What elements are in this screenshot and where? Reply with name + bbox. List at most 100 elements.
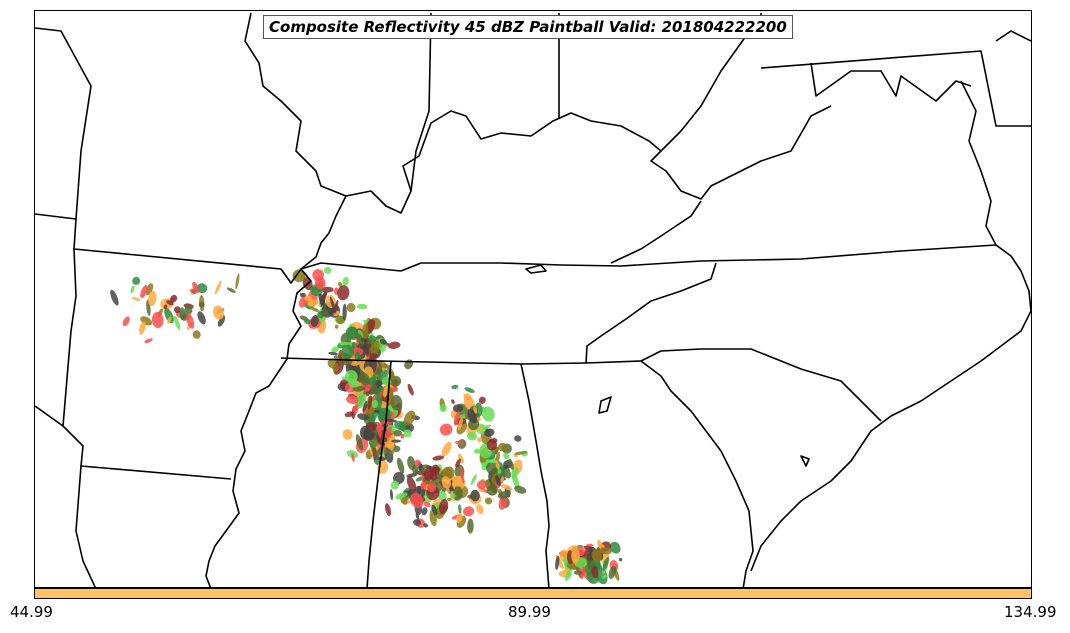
paintball-blob — [508, 458, 514, 470]
paintball-blob — [351, 452, 355, 462]
colorbar — [34, 588, 1032, 599]
paintball-blob — [452, 486, 463, 501]
boundary-line — [75, 465, 96, 587]
paintball-blob — [565, 569, 572, 581]
colorbar-tick-label: 89.99 — [508, 603, 551, 621]
paintball-blob — [304, 296, 312, 302]
paintball-blob — [217, 315, 226, 327]
paintball-blob — [164, 307, 174, 324]
paintball-blob — [474, 448, 481, 454]
paintball-blob — [514, 485, 527, 494]
paintball-blob — [415, 512, 420, 520]
paintball-blob — [110, 289, 119, 306]
paintball-blob — [514, 435, 522, 442]
paintball-blob — [341, 344, 354, 359]
paintball-blob — [383, 446, 387, 454]
ohio-river — [345, 105, 832, 214]
paintball-blob — [213, 305, 224, 320]
paintball-blob — [378, 407, 392, 421]
paintball-blob — [314, 276, 326, 290]
paintball-blob — [454, 440, 465, 445]
paintball-blob — [189, 288, 201, 294]
paintball-blob — [476, 504, 484, 514]
paintball-blob — [498, 495, 508, 510]
paintball-blob — [410, 492, 424, 509]
paintball-blob — [352, 406, 358, 414]
lake — [525, 264, 547, 274]
paintball-blob — [356, 303, 368, 310]
paintball-blob — [486, 484, 498, 496]
paintball-blob — [441, 441, 452, 457]
paintball-blob — [132, 276, 141, 285]
paintball-blob — [173, 306, 181, 314]
paintball-blob — [198, 301, 205, 308]
paintball-blob — [387, 341, 401, 349]
paintball-blob — [377, 369, 384, 383]
paintball-blob — [486, 439, 498, 451]
map-title: Composite Reflectivity 45 dBZ Paintball … — [263, 15, 793, 39]
paintball-blob — [609, 541, 621, 554]
paintball-blob — [456, 512, 463, 523]
paintball-blob — [364, 345, 369, 356]
paintball-blob — [591, 565, 599, 579]
paintball-blob — [403, 410, 416, 426]
paintball-blob — [403, 429, 412, 438]
paintball-blob — [328, 351, 338, 356]
paintball-blob — [336, 315, 345, 325]
paintball-blob — [475, 402, 483, 416]
map-canvas — [35, 12, 1031, 587]
paintball-blob — [163, 304, 168, 309]
paintball-blob — [385, 418, 398, 423]
paintball-blob — [514, 451, 528, 455]
paintball-blob — [321, 286, 334, 293]
paintball-blob — [447, 497, 452, 502]
paintball-blob — [139, 321, 146, 335]
paintball-blob — [457, 417, 463, 431]
paintball-blob — [414, 459, 421, 467]
boundary-line — [995, 30, 1031, 42]
paintball-blob — [439, 404, 447, 413]
paintball-blob — [310, 314, 319, 328]
boundary-line — [640, 348, 882, 422]
paintball-blob — [466, 432, 478, 441]
paintball-blob — [395, 492, 408, 500]
paintball-blob — [131, 296, 141, 301]
paintball-blob — [235, 273, 240, 290]
paintball-blob — [473, 406, 478, 414]
paintball-blob — [413, 519, 422, 526]
paintball-blob — [451, 384, 459, 390]
boundary-line — [410, 12, 432, 192]
paintball-blob — [334, 355, 339, 360]
paintball-blob — [417, 485, 422, 495]
paintball-blob — [618, 557, 623, 562]
paintball-blob — [390, 395, 403, 411]
paintball-blob — [423, 523, 429, 528]
paintball-blob — [324, 266, 332, 274]
paintball-blob — [339, 349, 346, 361]
paintball-blob — [439, 423, 453, 436]
paintball-blob — [464, 387, 475, 393]
paintball-blob — [481, 424, 491, 430]
paintball-blob — [511, 467, 519, 479]
paintball-blob — [173, 315, 181, 330]
paintball-blob — [591, 548, 602, 562]
colorbar-tick-label: 44.99 — [10, 603, 53, 621]
paintball-blob — [450, 493, 456, 499]
colorbar-tick-label: 134.99 — [1004, 603, 1057, 621]
paintball-blob — [393, 429, 402, 437]
paintball-blob — [348, 326, 357, 333]
paintball-blob — [407, 383, 414, 396]
paintball-blob — [362, 428, 374, 441]
paintball-blob — [304, 318, 311, 325]
chesapeake-bay — [960, 80, 997, 246]
paintball-blob — [374, 445, 383, 460]
boundary-line — [585, 262, 717, 364]
paintball-blob — [369, 353, 378, 359]
paintball-blob — [333, 363, 339, 373]
paintball-blob — [478, 396, 486, 404]
paintball-blob — [148, 290, 157, 307]
paintball-blob — [369, 384, 378, 395]
paintball-blob — [463, 506, 475, 517]
paintball-blob — [406, 476, 417, 492]
paintball-blob — [186, 313, 195, 329]
